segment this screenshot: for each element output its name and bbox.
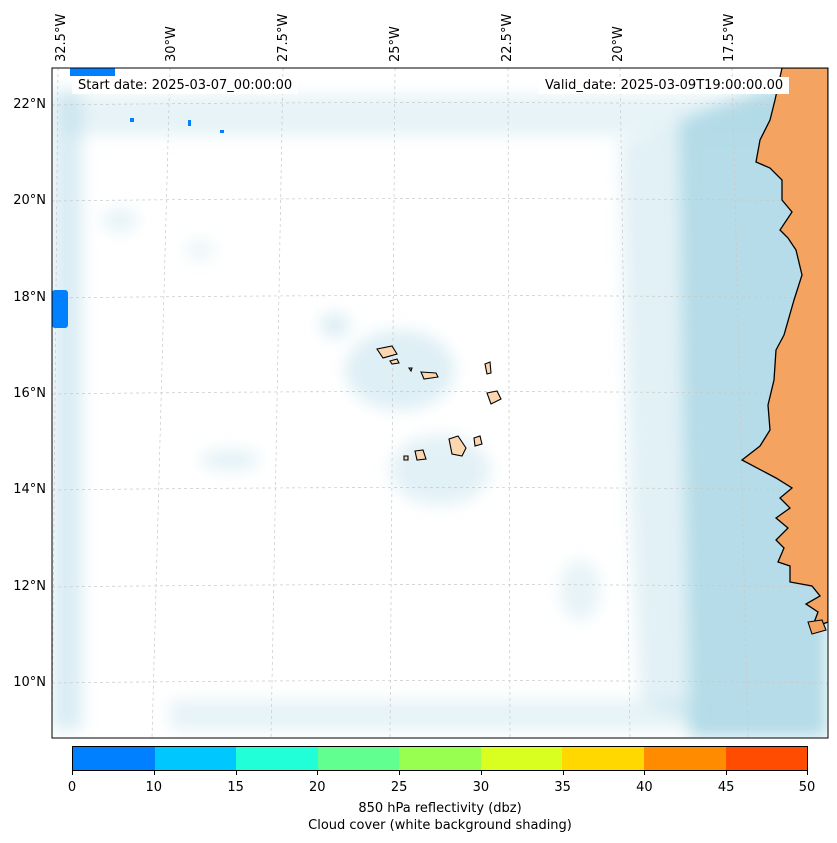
colorbar-tick — [72, 771, 73, 775]
colorbar-segment — [73, 747, 155, 770]
colorbar-segment — [480, 747, 563, 770]
reflectivity-cell — [70, 68, 115, 76]
colorbar-segment — [154, 747, 237, 770]
colorbar-tick — [153, 771, 155, 775]
map-gridlines — [52, 68, 828, 738]
latitude-label: 16°N — [13, 386, 46, 401]
colorbar-segment — [236, 747, 318, 770]
colorbar-segment — [725, 747, 808, 770]
longitude-label: 32.5°W — [54, 13, 69, 62]
colorbar-tick-label: 20 — [309, 780, 326, 795]
colorbar-label: 850 hPa reflectivity (dbz) — [358, 801, 522, 816]
reflectivity-colorbar — [72, 746, 808, 771]
colorbar-segment — [562, 747, 644, 770]
longitude-label: 27.5°W — [276, 13, 291, 62]
colorbar-segment — [643, 747, 726, 770]
longitude-label: 20°W — [611, 26, 626, 62]
colorbar-tick — [644, 771, 646, 775]
colorbar-tick-label: 35 — [554, 780, 571, 795]
valid-date-label: Valid_date: 2025-03-09T19:00:00.00 — [539, 77, 790, 94]
colorbar-tick — [807, 771, 808, 775]
latitude-label: 14°N — [13, 482, 46, 497]
latitude-label: 12°N — [13, 579, 46, 594]
colorbar-tick — [726, 771, 728, 775]
latitude-label: 22°N — [13, 97, 46, 112]
colorbar-tick-label: 15 — [227, 780, 244, 795]
longitude-label: 17.5°W — [722, 13, 737, 62]
reflectivity-cells — [52, 68, 224, 328]
colorbar-tick-label: 50 — [798, 780, 816, 795]
colorbar-segment — [317, 747, 400, 770]
reflectivity-cell — [130, 118, 134, 122]
colorbar-tick — [562, 771, 564, 775]
reflectivity-cell — [188, 120, 191, 126]
colorbar-tick — [235, 771, 237, 775]
colorbar-tick — [480, 771, 482, 775]
cabo-verde-islands — [376, 345, 502, 461]
latitude-label: 18°N — [13, 290, 46, 305]
colorbar-tick-label: 45 — [717, 780, 735, 795]
colorbar-tick — [399, 771, 401, 775]
colorbar-tick-label: 0 — [67, 780, 77, 795]
longitude-label: 25°W — [388, 26, 403, 62]
african-coast-land — [740, 68, 828, 630]
latitude-label: 10°N — [13, 675, 46, 690]
coast-island — [807, 619, 827, 635]
colorbar-tick-label: 25 — [390, 780, 408, 795]
longitude-label: 30°W — [164, 26, 179, 62]
longitude-label: 22.5°W — [500, 13, 515, 62]
reflectivity-cell — [52, 290, 68, 328]
reflectivity-cell — [220, 130, 224, 133]
colorbar-tick-label: 40 — [636, 780, 653, 795]
colorbar-tick-label: 10 — [145, 780, 163, 795]
colorbar-tick — [317, 771, 319, 775]
colorbar-segment — [399, 747, 481, 770]
colorbar-sublabel: Cloud cover (white background shading) — [308, 818, 572, 833]
latitude-label: 20°N — [13, 193, 46, 208]
colorbar-tick-label: 30 — [472, 780, 490, 795]
map-frame — [51, 67, 829, 739]
start-date-label: Start date: 2025-03-07_00:00:00 — [72, 77, 299, 94]
